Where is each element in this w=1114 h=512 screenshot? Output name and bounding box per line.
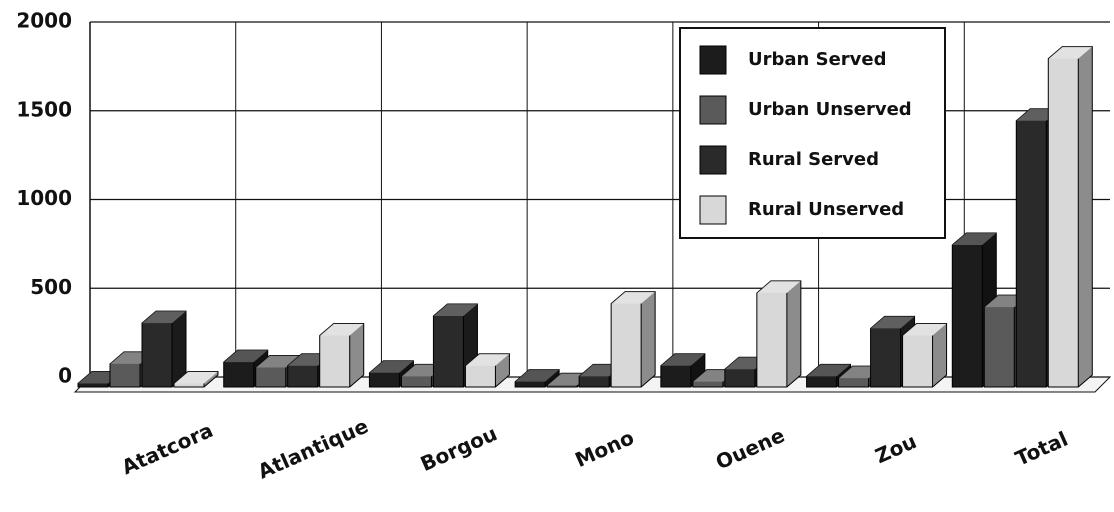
bar-side-shade [545, 369, 560, 387]
bar-top-shade [1048, 46, 1093, 59]
bar-top-shade [870, 316, 915, 329]
bar-top-shade [174, 371, 218, 384]
legend-swatch [699, 195, 727, 225]
legend-swatch [699, 95, 727, 125]
bar-top-shade [319, 323, 364, 336]
bar-top-shade [660, 353, 705, 366]
bar-top-shade [515, 369, 560, 382]
bar-side-shade [349, 323, 364, 387]
y-tick-label: 2000 [16, 9, 72, 33]
y-tick-label: 0 [58, 364, 72, 388]
y-tick-label: 1000 [16, 186, 72, 210]
bar-top-shade [806, 364, 851, 377]
bar-side-shade [690, 353, 705, 387]
bar-side-shade [172, 311, 186, 387]
bar-top-shade [433, 304, 478, 316]
bar-top-shade [223, 350, 268, 363]
bar-top-shade [902, 323, 947, 336]
legend-label: Urban Unserved [748, 99, 912, 120]
bar-side-shade [641, 291, 656, 387]
legend-swatch [699, 45, 727, 75]
bar-side-shade [204, 371, 218, 387]
bar-top-shade [611, 291, 656, 304]
bar-side-shade [495, 353, 510, 387]
bar-side-shade [932, 323, 947, 387]
legend-label: Urban Served [748, 49, 886, 70]
bar-side-shade [786, 280, 801, 387]
legend-label: Rural Served [748, 149, 879, 170]
bar-top-shade [142, 311, 186, 324]
bar-top-shade [369, 360, 414, 373]
bar-top-shade [952, 233, 997, 245]
bar-top-shade [756, 280, 801, 293]
legend-label: Rural Unserved [748, 199, 904, 220]
bar-top-shade [465, 353, 510, 366]
legend-swatch [699, 145, 727, 175]
y-tick-label: 1500 [16, 97, 72, 121]
y-tick-label: 500 [30, 275, 72, 299]
bar-side-shade [1078, 46, 1093, 387]
